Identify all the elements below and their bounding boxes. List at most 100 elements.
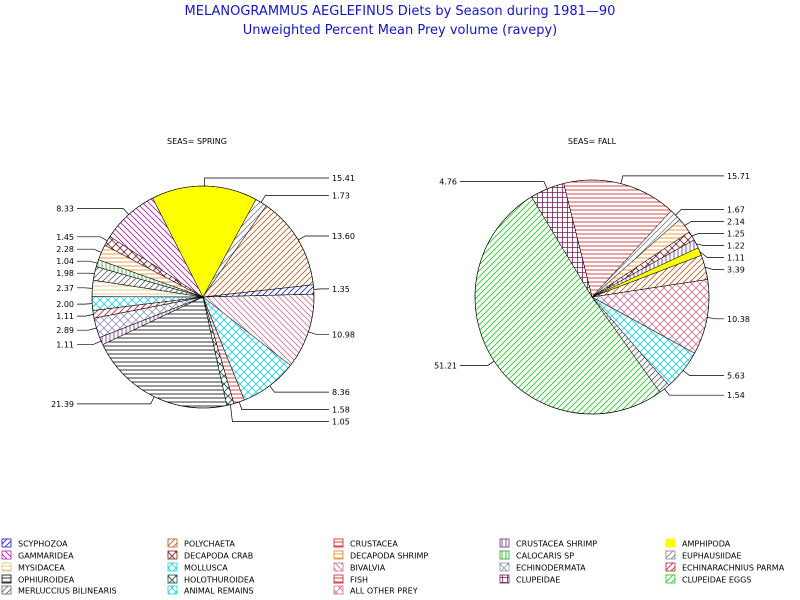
legend-swatch-clupeidae xyxy=(499,574,510,584)
legend-label-fish: FISH xyxy=(350,576,368,585)
leader-seas-spring-holothuroidea xyxy=(230,404,329,422)
value-label-seas-spring-crustacea-shrimp: 1.11 xyxy=(56,340,74,349)
legend-swatch-holothuroidea xyxy=(167,574,178,584)
leader-seas-spring-polychaeta xyxy=(298,235,329,241)
legend-swatch-gammaridea xyxy=(1,550,12,560)
legend-swatch-calocaris-sp xyxy=(499,550,510,560)
leader-seas-spring-gammaridea xyxy=(77,208,129,215)
leader-seas-spring-bivalvia xyxy=(308,331,329,335)
legend-swatch-crustacea xyxy=(333,538,344,548)
leader-seas-fall-crustacea-shrimp xyxy=(696,243,724,246)
value-label-seas-fall-decapoda-crab: 1.25 xyxy=(727,229,745,238)
leader-seas-spring-crustacea-shrimp xyxy=(77,340,102,345)
legend-label-all-other-prey: ALL OTHER PREY xyxy=(350,587,418,596)
leader-seas-spring-euphausiidae xyxy=(260,195,329,203)
leader-seas-spring-echinarachnius-parma xyxy=(77,314,94,317)
chart-title: MELANOGRAMMUS AEGLEFINUS Diets by Season… xyxy=(184,4,616,19)
leader-seas-spring-ophiuroidea xyxy=(77,396,155,405)
value-label-seas-fall-amphipoda: 1.11 xyxy=(727,253,745,262)
value-label-seas-spring-decapoda-crab: 1.45 xyxy=(56,233,74,242)
value-label-seas-spring-calocaris-sp: 1.04 xyxy=(56,257,74,266)
legend-swatch-animal-remains xyxy=(167,585,178,595)
value-label-seas-spring-ophiuroidea: 21.39 xyxy=(51,400,74,409)
leader-seas-fall-crustacea xyxy=(620,175,724,184)
legend-swatch-mollusca xyxy=(167,562,178,572)
value-label-seas-spring-bivalvia: 10.98 xyxy=(332,330,355,339)
value-label-seas-fall-polychaeta: 3.39 xyxy=(727,265,745,274)
leader-seas-fall-amphipoda xyxy=(699,251,724,258)
pie-fall: SEAS= FALL 15.71 1.67 2.14 1.25 1.22 1.11 3.39 1… xyxy=(434,137,750,415)
value-label-seas-spring-fish: 1.58 xyxy=(332,405,350,414)
value-label-seas-spring-mysidacea: 2.37 xyxy=(56,284,74,293)
leader-seas-spring-amphipoda xyxy=(204,177,329,187)
value-label-seas-spring-holothuroidea: 1.05 xyxy=(332,417,350,426)
leader-seas-fall-euphausiidae xyxy=(675,209,724,216)
legend-label-amphipoda: AMPHIPODA xyxy=(682,540,731,549)
leader-seas-spring-decapoda-shrimp xyxy=(77,248,102,253)
value-label-seas-fall-merluccius-bilinearis: 1.54 xyxy=(727,391,745,400)
value-label-seas-spring-gammaridea: 8.33 xyxy=(56,205,74,214)
legend-swatch-decapoda-shrimp xyxy=(333,550,344,560)
value-label-seas-fall-crustacea: 15.71 xyxy=(727,172,750,181)
legend-swatch-fish xyxy=(333,574,344,584)
legend-label-crustacea: CRUSTACEA xyxy=(350,540,398,549)
leader-seas-fall-merluccius-bilinearis xyxy=(664,388,724,396)
legend-label-calocaris-sp: CALOCARIS SP xyxy=(516,552,574,561)
legend-swatch-decapoda-crab xyxy=(167,550,178,560)
leader-seas-spring-decapoda-crab xyxy=(77,236,108,242)
value-label-seas-spring-polychaeta: 13.60 xyxy=(332,232,355,241)
legend-label-echinodermata: ECHINODERMATA xyxy=(516,564,586,573)
legend-swatch-echinodermata xyxy=(499,562,510,572)
pie-label-seas-spring: SEAS= SPRING xyxy=(167,137,227,146)
legend-swatch-polychaeta xyxy=(167,538,178,548)
value-label-seas-fall-clupeidae: 4.76 xyxy=(439,178,457,187)
leader-seas-fall-mollusca xyxy=(682,370,724,376)
leader-seas-spring-scyphozoa xyxy=(313,288,329,290)
leader-seas-spring-calocaris-sp xyxy=(77,260,98,264)
leader-seas-fall-decapoda-crab xyxy=(691,233,724,237)
legend-swatch-clupeidae-eggs xyxy=(665,574,676,584)
value-label-seas-spring-scyphozoa: 1.35 xyxy=(332,285,350,294)
legend-swatch-merluccius-bilinearis xyxy=(1,585,12,595)
value-label-seas-spring-merluccius-bilinearis: 1.98 xyxy=(56,269,74,278)
value-label-seas-fall-decapoda-shrimp: 2.14 xyxy=(727,217,745,226)
legend-label-scyphozoa: SCYPHOZOA xyxy=(18,540,68,549)
leader-seas-fall-polychaeta xyxy=(705,266,724,270)
value-label-seas-spring-euphausiidae: 1.73 xyxy=(332,192,350,201)
legend-swatch-crustacea-shrimp xyxy=(499,538,510,548)
legend-label-echinarachnius-parma: ECHINARACHNIUS PARMA xyxy=(682,564,785,573)
value-label-seas-fall-crustacea-shrimp: 1.22 xyxy=(727,241,745,250)
legend-label-ophiuroidea: OPHIUROIDEA xyxy=(18,576,75,585)
legend-label-crustacea-shrimp: CRUSTACEA SHRIMP xyxy=(516,540,597,549)
legend-swatch-scyphozoa xyxy=(1,538,12,548)
legend-label-bivalvia: BIVALVIA xyxy=(350,564,386,573)
legend-swatch-all-other-prey xyxy=(333,585,344,595)
leader-seas-spring-animal-remains xyxy=(77,303,93,305)
legend-label-merluccius-bilinearis: MERLUCCIUS BILINEARIS xyxy=(18,587,117,596)
leader-seas-fall-clupeidae-eggs xyxy=(460,360,495,366)
leader-seas-spring-fish xyxy=(238,401,329,410)
chart-subtitle: Unweighted Percent Mean Prey volume (rav… xyxy=(242,23,558,38)
legend-label-animal-remains: ANIMAL REMAINS xyxy=(184,587,254,596)
legend-label-mysidacea: MYSIDACEA xyxy=(18,564,65,573)
legend-label-clupeidae: CLUPEIDAE xyxy=(516,576,560,585)
leader-seas-spring-mysidacea xyxy=(77,287,93,289)
value-label-seas-spring-decapoda-shrimp: 2.28 xyxy=(56,245,74,254)
legend-swatch-bivalvia xyxy=(333,562,344,572)
legend-swatch-amphipoda xyxy=(665,538,676,548)
legend-label-holothuroidea: HOLOTHUROIDEA xyxy=(184,576,255,585)
value-label-seas-fall-euphausiidae: 1.67 xyxy=(727,205,745,214)
legend-label-decapoda-crab: DECAPODA CRAB xyxy=(184,552,253,561)
pie-label-seas-fall: SEAS= FALL xyxy=(568,137,617,146)
legend-label-euphausiidae: EUPHAUSIIDAE xyxy=(682,552,741,561)
leader-seas-fall-clupeidae xyxy=(460,181,548,190)
leader-seas-fall-all-other-prey xyxy=(707,317,724,320)
value-label-seas-fall-clupeidae-eggs: 51.21 xyxy=(434,362,457,371)
leader-seas-spring-echinodermata xyxy=(77,327,97,331)
legend-swatch-euphausiidae xyxy=(665,550,676,560)
value-label-seas-spring-echinarachnius-parma: 1.11 xyxy=(56,312,74,321)
legend-label-polychaeta: POLYCHAETA xyxy=(184,540,235,549)
legend-label-mollusca: MOLLUSCA xyxy=(184,564,228,573)
leader-seas-spring-mollusca xyxy=(269,385,329,393)
